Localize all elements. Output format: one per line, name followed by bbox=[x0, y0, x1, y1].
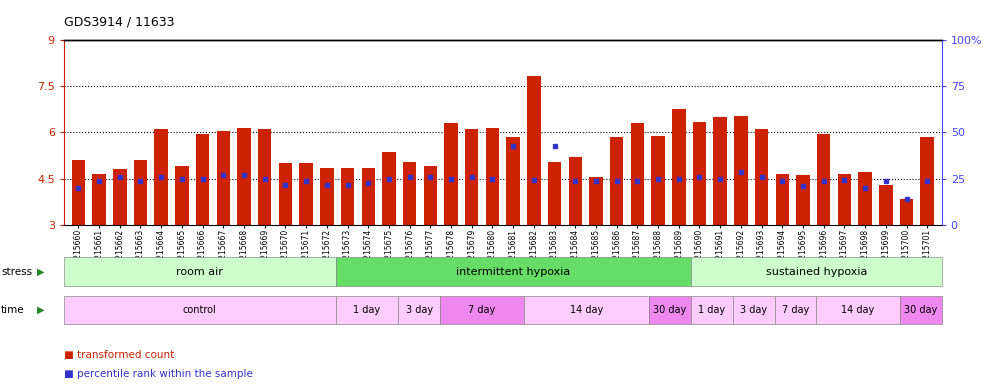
Bar bbox=[382, 152, 396, 225]
Text: time: time bbox=[1, 305, 25, 315]
Text: 30 day: 30 day bbox=[654, 305, 687, 315]
Bar bbox=[796, 175, 810, 225]
Text: ▶: ▶ bbox=[37, 266, 45, 277]
Bar bbox=[300, 163, 313, 225]
Bar bbox=[92, 174, 106, 225]
Bar bbox=[817, 134, 831, 225]
Text: GDS3914 / 11633: GDS3914 / 11633 bbox=[64, 15, 174, 28]
Bar bbox=[424, 166, 437, 225]
Bar bbox=[527, 76, 541, 225]
Text: 14 day: 14 day bbox=[841, 305, 875, 315]
Bar bbox=[548, 162, 561, 225]
Text: 1 day: 1 day bbox=[698, 305, 725, 315]
Bar bbox=[506, 137, 520, 225]
Bar bbox=[734, 116, 748, 225]
Text: 3 day: 3 day bbox=[740, 305, 767, 315]
Text: room air: room air bbox=[176, 266, 223, 277]
Bar bbox=[279, 163, 292, 225]
Bar bbox=[154, 129, 168, 225]
Bar bbox=[320, 168, 333, 225]
Bar bbox=[175, 166, 189, 225]
Text: 7 day: 7 day bbox=[781, 305, 809, 315]
Text: 1 day: 1 day bbox=[354, 305, 380, 315]
Text: sustained hypoxia: sustained hypoxia bbox=[766, 266, 867, 277]
Bar bbox=[776, 174, 789, 225]
Text: intermittent hypoxia: intermittent hypoxia bbox=[456, 266, 570, 277]
Bar bbox=[486, 128, 499, 225]
Bar bbox=[714, 117, 726, 225]
Bar bbox=[216, 131, 230, 225]
Bar bbox=[652, 136, 665, 225]
Bar bbox=[920, 137, 934, 225]
Bar bbox=[362, 168, 375, 225]
Text: control: control bbox=[183, 305, 216, 315]
Text: 14 day: 14 day bbox=[570, 305, 603, 315]
Bar bbox=[113, 169, 127, 225]
Bar bbox=[693, 122, 706, 225]
Text: 3 day: 3 day bbox=[406, 305, 433, 315]
Bar bbox=[899, 199, 913, 225]
Bar bbox=[237, 128, 251, 225]
Text: ■ transformed count: ■ transformed count bbox=[64, 350, 174, 360]
Bar bbox=[134, 160, 147, 225]
Bar bbox=[858, 172, 872, 225]
Text: 30 day: 30 day bbox=[904, 305, 938, 315]
Bar bbox=[403, 162, 417, 225]
Bar bbox=[879, 185, 893, 225]
Text: 7 day: 7 day bbox=[468, 305, 495, 315]
Bar bbox=[672, 109, 685, 225]
Bar bbox=[258, 129, 271, 225]
Bar bbox=[755, 129, 769, 225]
Bar bbox=[72, 160, 86, 225]
Bar bbox=[568, 157, 582, 225]
Text: stress: stress bbox=[1, 266, 32, 277]
Bar bbox=[465, 129, 479, 225]
Bar bbox=[589, 177, 603, 225]
Text: ■ percentile rank within the sample: ■ percentile rank within the sample bbox=[64, 369, 253, 379]
Bar bbox=[444, 123, 458, 225]
Bar bbox=[196, 134, 209, 225]
Bar bbox=[609, 137, 623, 225]
Bar bbox=[838, 174, 851, 225]
Text: ▶: ▶ bbox=[37, 305, 45, 315]
Bar bbox=[631, 123, 644, 225]
Bar bbox=[341, 168, 354, 225]
